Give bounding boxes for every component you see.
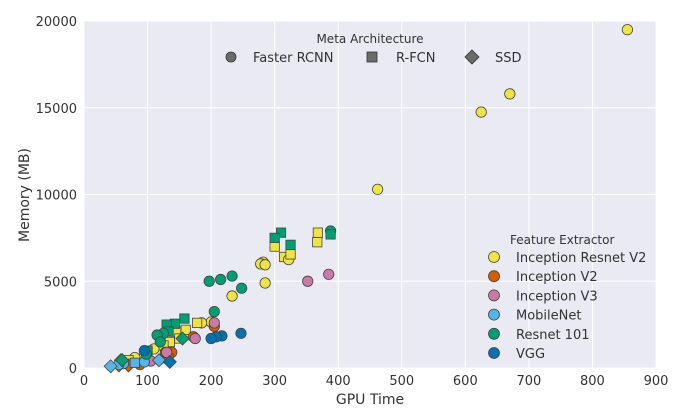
data-point-inception-v3: [161, 346, 173, 358]
data-point-resnet-101: [208, 306, 220, 318]
data-point-resnet-101: [179, 313, 190, 324]
data-point-inception-resnet-v2: [259, 277, 271, 289]
data-point-resnet-101: [269, 232, 280, 243]
data-point-inception-resnet-v2: [372, 183, 384, 195]
data-point-vgg: [235, 327, 247, 339]
y-axis-label: Memory (MB): [17, 148, 33, 242]
meta-legend-label: SSD: [495, 51, 522, 66]
data-point-inception-resnet-v2: [621, 24, 634, 36]
axis-ticks: 0 100 200 300 400 500 600 700 800 900 0 5000 10000 15…: [36, 15, 669, 389]
legend-color-swatch: [488, 347, 500, 359]
x-tick-label: 900: [644, 374, 669, 389]
meta-architecture-legend: Meta Architecture Faster RCNN R-FCN SSD: [225, 32, 522, 66]
data-point-inception-resnet-v2: [312, 227, 323, 238]
data-point-inception-resnet-v2: [226, 290, 238, 302]
x-axis-label: GPU Time: [336, 392, 404, 408]
legend-color-swatch: [488, 308, 500, 321]
legend-series-label: MobileNet: [516, 309, 581, 324]
data-point-resnet-101: [236, 282, 248, 294]
x-tick-label: 600: [453, 374, 478, 389]
y-tick-label: 5000: [44, 275, 77, 290]
x-tick-label: 500: [389, 374, 414, 389]
x-tick-label: 200: [199, 374, 224, 389]
data-point-inception-resnet-v2: [504, 88, 516, 100]
data-point-inception-resnet-v2: [259, 259, 271, 271]
legend-series-label: Resnet 101: [516, 328, 590, 343]
diamond-marker-icon: [464, 49, 480, 65]
data-point-vgg: [138, 345, 150, 357]
grid-lines: [83, 20, 657, 369]
legend-series-label: Inception V2: [516, 270, 598, 285]
y-tick-label: 0: [69, 362, 77, 377]
data-point-inception-v3: [189, 332, 201, 345]
data-point-vgg: [205, 332, 217, 345]
data-point-mobilenet: [151, 353, 167, 368]
data-point-resnet-101: [175, 331, 190, 346]
data-point-resnet-101: [215, 273, 227, 286]
legend-color-swatch: [488, 251, 500, 263]
data-point-inception-v3: [302, 275, 314, 287]
x-tick-label: 0: [80, 374, 88, 389]
meta-legend-title: Meta Architecture: [316, 32, 423, 46]
data-point-vgg: [162, 354, 177, 369]
data-point-resnet-101: [115, 353, 130, 368]
data-point-resnet-101: [275, 227, 287, 238]
data-point-resnet-101: [325, 229, 336, 240]
y-tick-label: 10000: [36, 189, 77, 204]
feature-extractor-legend: Feature Extractor Inception Resnet V2 Inc…: [488, 233, 646, 362]
legend-series-label: VGG: [516, 347, 545, 362]
data-point-inception-resnet-v2: [312, 237, 323, 248]
data-point-mobilenet: [103, 359, 118, 374]
feature-legend-title: Feature Extractor: [510, 233, 614, 247]
legend-color-swatch: [488, 270, 500, 283]
legend-series-label: Inception V3: [516, 289, 598, 304]
data-point-mobilenet: [129, 357, 140, 368]
x-tick-label: 400: [326, 374, 351, 389]
data-point-inception-resnet-v2: [269, 241, 280, 252]
data-point-inception-v3: [208, 317, 220, 329]
circle-marker-icon: [225, 51, 237, 63]
x-tick-label: 700: [516, 374, 541, 389]
data-point-resnet-101: [226, 270, 238, 282]
meta-legend-label: Faster RCNN: [253, 51, 334, 66]
legend-color-swatch: [488, 289, 500, 302]
data-point-resnet-101: [203, 275, 215, 287]
x-tick-label: 100: [135, 374, 160, 389]
data-point-inception-resnet-v2: [475, 106, 487, 118]
y-tick-label: 15000: [36, 102, 77, 117]
square-marker-icon: [366, 51, 378, 63]
data-point-inception-resnet-v2: [192, 317, 203, 328]
meta-legend-label: R-FCN: [396, 51, 435, 66]
y-tick-label: 20000: [36, 15, 77, 30]
data-point-inception-v3: [323, 268, 335, 280]
data-point-inception-resnet-v2: [285, 249, 296, 260]
x-tick-label: 300: [262, 374, 287, 389]
legend-series-label: Inception Resnet V2: [516, 251, 646, 266]
legend-color-swatch: [488, 327, 500, 340]
x-tick-label: 800: [580, 374, 605, 389]
data-point-resnet-101: [285, 239, 296, 250]
data-point-resnet-101: [154, 336, 166, 348]
data-points: [103, 24, 634, 374]
